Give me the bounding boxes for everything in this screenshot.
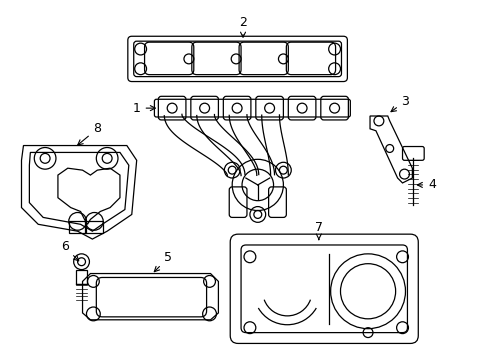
- Text: 2: 2: [239, 16, 246, 37]
- Text: 6: 6: [61, 240, 79, 261]
- Text: 7: 7: [314, 221, 322, 239]
- Bar: [76, 270, 87, 284]
- Text: 4: 4: [417, 179, 435, 192]
- Bar: [69, 221, 86, 233]
- Bar: [85, 221, 103, 233]
- Text: 3: 3: [390, 95, 408, 112]
- Text: 1: 1: [132, 102, 155, 114]
- Text: 5: 5: [154, 251, 172, 272]
- Text: 8: 8: [78, 122, 101, 145]
